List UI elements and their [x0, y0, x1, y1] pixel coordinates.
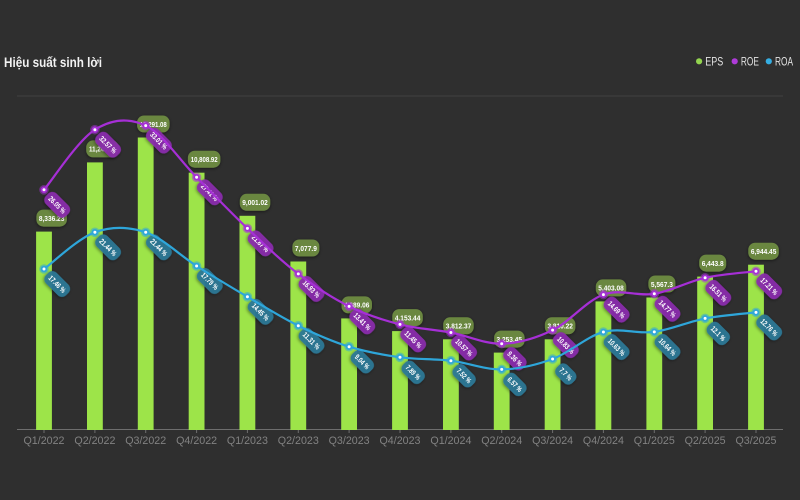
svg-text:Q3/2025: Q3/2025	[736, 435, 777, 447]
svg-text:Q2/2024: Q2/2024	[481, 435, 522, 447]
svg-text:Q4/2022: Q4/2022	[176, 435, 217, 447]
svg-text:9,001.02: 9,001.02	[242, 198, 268, 207]
svg-text:6,944.45: 6,944.45	[751, 247, 777, 256]
svg-text:Q3/2024: Q3/2024	[532, 435, 573, 447]
svg-text:6,443.8: 6,443.8	[702, 259, 724, 268]
svg-text:Q1/2023: Q1/2023	[227, 435, 268, 447]
svg-text:Hiệu suất sinh lời: Hiệu suất sinh lời	[4, 55, 102, 70]
svg-text:Q2/2025: Q2/2025	[685, 435, 726, 447]
svg-text:Q1/2025: Q1/2025	[634, 435, 675, 447]
svg-text:ROE: ROE	[741, 56, 759, 68]
svg-text:5,567.3: 5,567.3	[651, 280, 673, 289]
svg-text:4,153.44: 4,153.44	[395, 313, 421, 322]
svg-text:4,689.06: 4,689.06	[344, 301, 370, 310]
svg-text:Q4/2023: Q4/2023	[380, 435, 421, 447]
svg-text:Q4/2024: Q4/2024	[583, 435, 624, 447]
svg-text:Q1/2022: Q1/2022	[24, 435, 65, 447]
svg-text:3,812.37: 3,812.37	[446, 322, 472, 331]
svg-text:Q3/2023: Q3/2023	[329, 435, 370, 447]
svg-text:Q2/2022: Q2/2022	[74, 435, 115, 447]
svg-text:Q1/2024: Q1/2024	[430, 435, 471, 447]
svg-text:10,808.92: 10,808.92	[191, 155, 218, 164]
svg-text:3,253.45: 3,253.45	[497, 335, 523, 344]
svg-text:Q3/2022: Q3/2022	[125, 435, 166, 447]
svg-text:12,291.08: 12,291.08	[140, 120, 167, 129]
svg-text:EPS: EPS	[705, 56, 723, 68]
svg-text:ROA: ROA	[775, 56, 793, 68]
svg-text:8,336.23: 8,336.23	[39, 214, 65, 223]
svg-text:Q2/2023: Q2/2023	[278, 435, 319, 447]
svg-text:7,077.9: 7,077.9	[295, 244, 317, 253]
svg-text:5,403.08: 5,403.08	[598, 284, 624, 293]
